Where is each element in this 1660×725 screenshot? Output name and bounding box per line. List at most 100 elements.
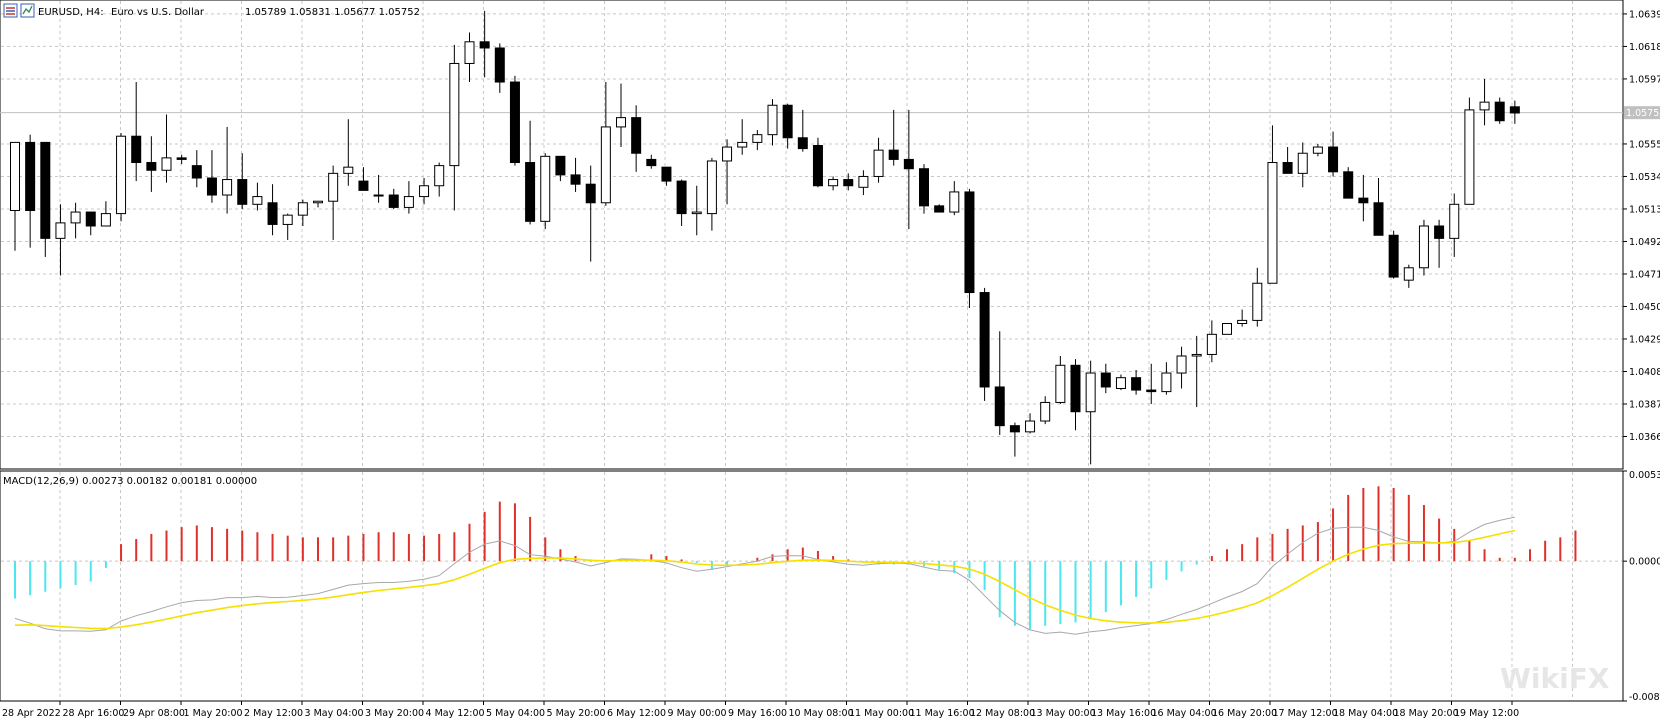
candle: [706, 157, 717, 231]
time-tick-label: 16 May 04:00: [1152, 708, 1217, 719]
candle: [828, 176, 839, 191]
candle: [1055, 356, 1066, 404]
time-tick-label: 9 May 16:00: [728, 708, 787, 719]
time-tick-label: 29 Apr 08:00: [123, 708, 185, 719]
time-tick-label: 3 May 20:00: [365, 708, 424, 719]
candle: [858, 170, 869, 196]
candle: [1115, 374, 1126, 391]
macd-main-line: [14, 516, 1516, 635]
price-pane-border: [0, 0, 1624, 470]
candle: [616, 83, 626, 148]
candle: [40, 141, 51, 257]
candle: [222, 126, 233, 214]
candle: [1479, 78, 1490, 126]
candle: [161, 114, 172, 183]
candle: [691, 185, 702, 236]
candle: [1040, 396, 1051, 425]
candle: [585, 165, 596, 262]
time-tick-label: 28 Apr 16:00: [63, 708, 125, 719]
candle: [752, 130, 763, 151]
time-tick-label: 28 Apr 2022: [2, 708, 61, 719]
candle: [1373, 178, 1384, 236]
candle: [1464, 97, 1475, 205]
candle: [373, 174, 384, 203]
price-tick-label: 1.04920: [1629, 237, 1660, 248]
time-tick-label: 3 May 04:00: [305, 708, 364, 719]
candle: [722, 139, 733, 205]
time-tick-label: 16 May 20:00: [1212, 708, 1277, 719]
candle: [1176, 346, 1187, 389]
time-tick-label: 5 May 20:00: [547, 708, 606, 719]
candle: [1403, 264, 1414, 288]
candle: [782, 103, 793, 149]
candle: [10, 141, 20, 251]
candle: [328, 165, 339, 240]
macd-signal-line: [14, 529, 1516, 630]
time-tick-label: 13 May 00:00: [1031, 708, 1096, 719]
candle: [1025, 413, 1036, 434]
symbol-icon: [3, 3, 18, 18]
candle: [1131, 369, 1142, 395]
price-tick-label: 1.05550: [1629, 139, 1660, 150]
candle: [1328, 131, 1339, 177]
candle: [1237, 309, 1248, 327]
time-tick-label: 12 May 08:00: [970, 708, 1035, 719]
time-tick-label: 6 May 12:00: [607, 708, 666, 719]
candle: [934, 204, 945, 213]
candle: [267, 184, 278, 236]
candle: [903, 109, 914, 230]
price-badge: 1.05752: [1626, 108, 1660, 119]
candle: [85, 211, 96, 236]
candle: [464, 32, 475, 83]
candle: [479, 10, 490, 78]
candle: [206, 150, 217, 203]
candle: [1222, 323, 1232, 335]
candle: [676, 179, 687, 226]
candle: [994, 331, 1005, 435]
candle: [737, 119, 748, 155]
candle: [55, 204, 66, 276]
grid-lines: [1, 1, 1622, 700]
candle: [388, 188, 399, 209]
candle: [1009, 422, 1020, 457]
macd-histogram: [14, 486, 1577, 630]
candle: [403, 181, 414, 214]
price-tick-label: 1.03870: [1629, 399, 1660, 410]
time-tick-label: 13 May 16:00: [1091, 708, 1156, 719]
watermark: WikiFX: [1500, 662, 1610, 695]
time-tick-label: 19 May 12:00: [1454, 708, 1519, 719]
chart-icon: [20, 3, 35, 18]
price-tick-label: 1.04290: [1629, 334, 1660, 345]
macd-pane-border: [0, 470, 1624, 702]
candles: [10, 10, 1520, 465]
price-tick-label: 1.04710: [1629, 269, 1660, 280]
candle: [1358, 174, 1369, 222]
candle: [1494, 97, 1505, 124]
candle: [646, 154, 657, 169]
time-tick-label: 1 May 20:00: [184, 708, 243, 719]
candle: [297, 199, 308, 226]
price-tick-label: 1.05970: [1629, 74, 1660, 85]
candle: [1343, 167, 1354, 199]
candle: [1388, 230, 1399, 279]
ohlc-values: 1.05789 1.05831 1.05677 1.05752: [245, 7, 420, 18]
candle: [661, 166, 672, 186]
time-tick-label: 17 May 12:00: [1273, 708, 1338, 719]
candle: [1070, 359, 1081, 431]
candle: [1191, 335, 1202, 408]
candle: [419, 178, 430, 205]
time-tick-label: 5 May 04:00: [486, 708, 545, 719]
candle: [176, 154, 187, 165]
time-tick-label: 18 May 04:00: [1333, 708, 1398, 719]
candle: [1146, 363, 1157, 404]
price-tick-label: 1.05130: [1629, 204, 1660, 215]
candle: [767, 99, 778, 146]
candle: [1434, 219, 1445, 268]
price-tick-label: 1.06390: [1629, 9, 1660, 20]
candle: [494, 43, 505, 93]
candle: [797, 109, 808, 152]
